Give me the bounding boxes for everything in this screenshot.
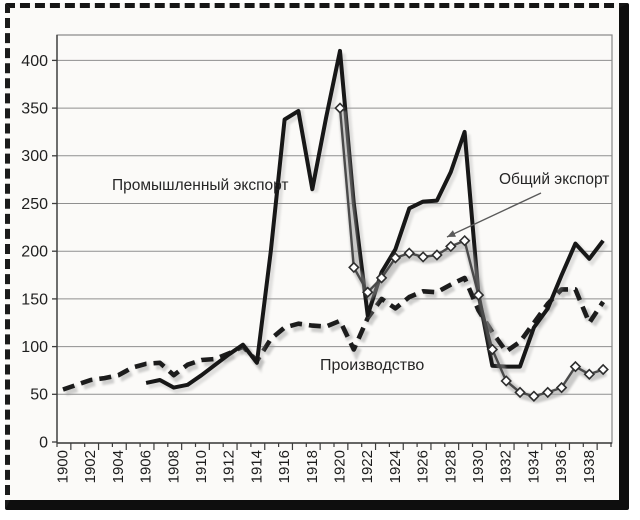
series-production (62, 275, 609, 396)
x-tick-label: 1932 (498, 450, 515, 483)
x-tick-label: 1912 (221, 450, 238, 483)
x-tick-label: 1934 (525, 450, 542, 483)
x-tick-label: 1926 (415, 450, 432, 483)
x-tick-label: 1924 (387, 450, 404, 483)
y-tick-label: 100 (21, 339, 48, 356)
x-tick-label: 1918 (304, 450, 321, 483)
diamond-marker (375, 272, 388, 284)
y-axis-labels: 0 50 100 150 200 250 300 350 400 (21, 53, 57, 451)
diamond-marker (361, 286, 374, 298)
diamond-marker (500, 375, 512, 387)
arrowhead-icon (447, 230, 456, 237)
diamond-marker (389, 252, 402, 264)
x-tick-label: 1922 (359, 450, 376, 483)
diamond-marker (486, 343, 499, 356)
series-line (62, 275, 606, 392)
x-tick-label: 1906 (138, 450, 155, 483)
y-tick-label: 300 (21, 148, 48, 165)
page-border (5, 3, 629, 510)
x-tick-label: 1938 (581, 450, 598, 483)
x-tick-label: 1904 (110, 450, 127, 483)
x-tick-label: 1900 (55, 450, 72, 483)
diamond-marker (472, 289, 485, 301)
diamond-markers (334, 102, 609, 402)
x-tick-label: 1920 (332, 450, 349, 483)
x-tick-label: 1914 (248, 450, 265, 483)
diamond-marker (555, 381, 568, 394)
x-tick-label: 1930 (470, 450, 487, 483)
diamond-marker (403, 247, 415, 259)
diamond-marker (569, 360, 582, 373)
x-tick-label: 1928 (442, 450, 459, 483)
y-tick-label: 0 (39, 434, 48, 451)
diamond-marker (458, 234, 471, 247)
y-tick-label: 250 (21, 196, 48, 213)
series-annotation-label: Промышленный экспорт (112, 177, 289, 194)
x-tick-label: 1908 (165, 450, 182, 483)
series-total-export (338, 107, 608, 404)
series-industrial-export (145, 48, 609, 394)
diamond-marker (431, 249, 443, 261)
y-tick-label: 400 (21, 53, 48, 70)
annotation-arrow (446, 192, 542, 238)
diamond-marker (514, 386, 526, 399)
x-tick-label: 1916 (276, 450, 293, 483)
series-annotation-label: Производство (320, 357, 424, 374)
diamond-marker (445, 240, 457, 253)
diamond-marker (528, 390, 540, 402)
x-tick-label: 1910 (193, 450, 210, 483)
annotation-labels: Промышленный экспорт Общий экспорт Произво… (112, 171, 609, 374)
diamond-marker (542, 386, 554, 399)
y-tick-label: 50 (30, 387, 48, 404)
y-tick-label: 200 (21, 244, 48, 261)
diamond-marker (348, 261, 360, 274)
diamond-marker (334, 102, 346, 114)
diamond-marker (417, 251, 429, 263)
series-annotation-label: Общий экспорт (499, 171, 609, 188)
x-axis-labels: 1900 1902 1904 1906 1908 1910 1912 1914 1916 1918… (55, 443, 612, 483)
x-tick-label: 1902 (82, 450, 99, 483)
diamond-marker (583, 368, 596, 380)
diamond-marker (597, 363, 609, 376)
y-tick-label: 150 (21, 291, 48, 308)
x-tick-label: 1936 (553, 450, 570, 483)
y-tick-label: 350 (21, 101, 48, 118)
